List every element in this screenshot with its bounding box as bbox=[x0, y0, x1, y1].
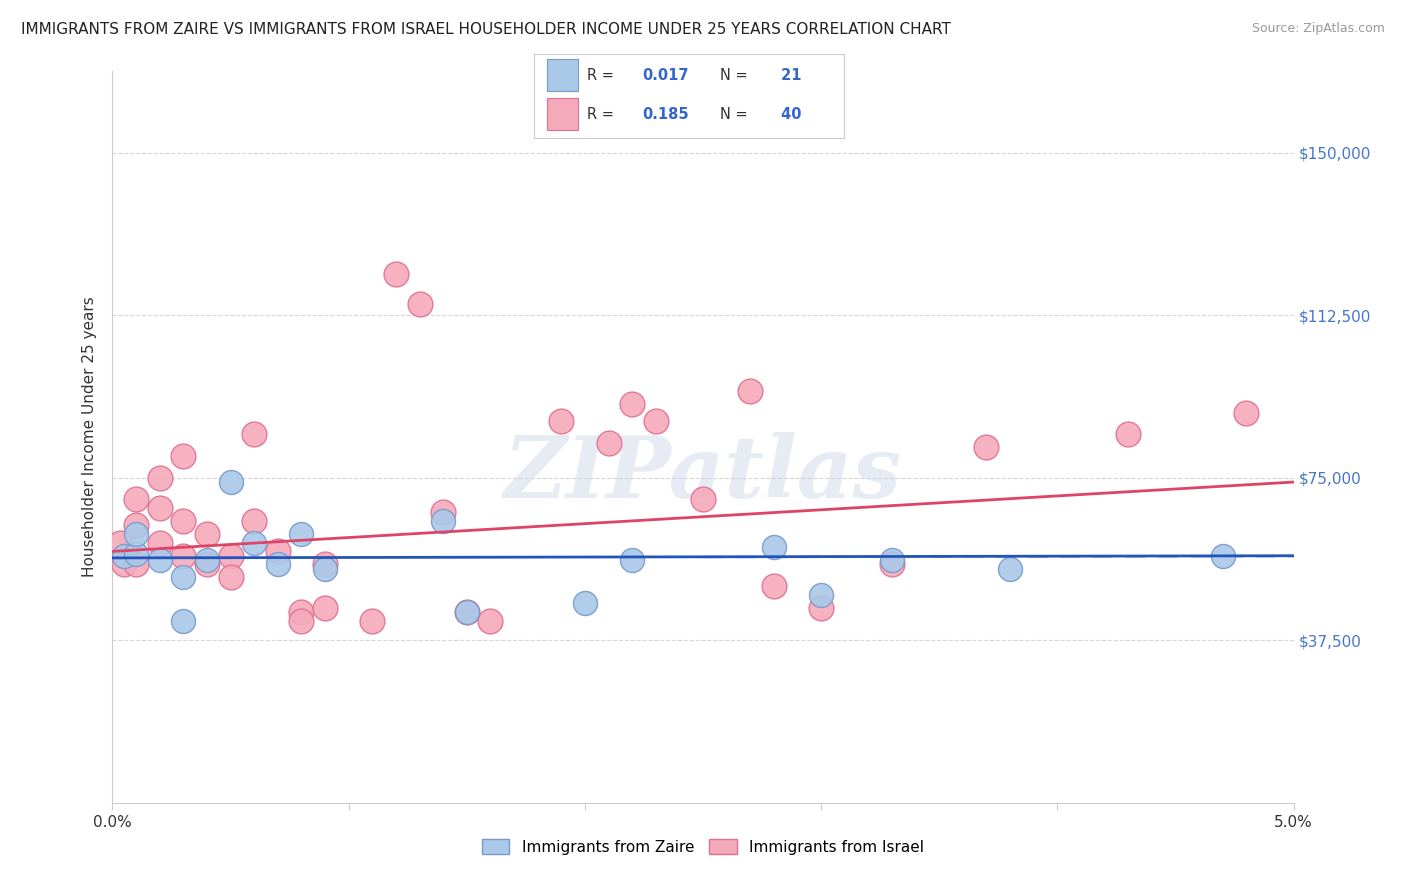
Point bbox=[479, 614, 502, 628]
Point bbox=[762, 579, 785, 593]
Point bbox=[740, 384, 762, 398]
Point bbox=[314, 600, 336, 615]
Point bbox=[172, 449, 194, 463]
Point bbox=[195, 527, 218, 541]
Text: 40: 40 bbox=[776, 107, 801, 122]
Point bbox=[810, 600, 832, 615]
Point bbox=[108, 535, 131, 549]
Point bbox=[1234, 406, 1257, 420]
Bar bbox=[547, 59, 578, 91]
Point bbox=[112, 549, 135, 563]
Text: Source: ZipAtlas.com: Source: ZipAtlas.com bbox=[1251, 22, 1385, 36]
Point bbox=[432, 514, 454, 528]
Point bbox=[456, 605, 478, 619]
Point bbox=[267, 558, 290, 572]
Point bbox=[219, 475, 242, 489]
Point bbox=[125, 558, 148, 572]
Point bbox=[432, 505, 454, 519]
Point bbox=[219, 549, 242, 563]
Text: 21: 21 bbox=[776, 68, 801, 83]
Point bbox=[125, 518, 148, 533]
Point bbox=[762, 540, 785, 554]
Point bbox=[195, 558, 218, 572]
Point bbox=[976, 441, 998, 455]
Point bbox=[314, 558, 336, 572]
Point bbox=[172, 614, 194, 628]
Point bbox=[172, 570, 194, 584]
Text: 0.017: 0.017 bbox=[643, 68, 689, 83]
Point bbox=[243, 535, 266, 549]
Text: R =: R = bbox=[586, 68, 619, 83]
Point bbox=[149, 535, 172, 549]
Point bbox=[1212, 549, 1234, 563]
Text: N =: N = bbox=[720, 107, 752, 122]
Point bbox=[385, 267, 408, 281]
Point bbox=[456, 605, 478, 619]
Text: ZIPatlas: ZIPatlas bbox=[503, 432, 903, 516]
Point bbox=[243, 427, 266, 442]
Point bbox=[1116, 427, 1139, 442]
Point bbox=[692, 492, 714, 507]
Point bbox=[195, 553, 218, 567]
Point bbox=[172, 514, 194, 528]
Point bbox=[550, 414, 572, 428]
Point bbox=[880, 553, 903, 567]
Y-axis label: Householder Income Under 25 years: Householder Income Under 25 years bbox=[82, 297, 97, 577]
Text: R =: R = bbox=[586, 107, 619, 122]
Bar bbox=[547, 97, 578, 130]
Point bbox=[149, 501, 172, 516]
Text: 0.185: 0.185 bbox=[643, 107, 689, 122]
Point bbox=[290, 527, 312, 541]
Point bbox=[621, 553, 644, 567]
Point bbox=[112, 558, 135, 572]
Text: IMMIGRANTS FROM ZAIRE VS IMMIGRANTS FROM ISRAEL HOUSEHOLDER INCOME UNDER 25 YEAR: IMMIGRANTS FROM ZAIRE VS IMMIGRANTS FROM… bbox=[21, 22, 950, 37]
Point bbox=[149, 553, 172, 567]
Point bbox=[574, 596, 596, 610]
Point bbox=[598, 436, 620, 450]
Point bbox=[361, 614, 384, 628]
Point bbox=[172, 549, 194, 563]
Point bbox=[644, 414, 666, 428]
Legend: Immigrants from Zaire, Immigrants from Israel: Immigrants from Zaire, Immigrants from I… bbox=[475, 833, 931, 861]
Point bbox=[267, 544, 290, 558]
Point bbox=[125, 492, 148, 507]
Point bbox=[408, 297, 430, 311]
Point bbox=[290, 605, 312, 619]
Point bbox=[149, 471, 172, 485]
Point bbox=[880, 558, 903, 572]
Point bbox=[125, 527, 148, 541]
Point bbox=[125, 547, 148, 561]
Point bbox=[243, 514, 266, 528]
Text: N =: N = bbox=[720, 68, 752, 83]
Point bbox=[219, 570, 242, 584]
Point bbox=[290, 614, 312, 628]
Point bbox=[998, 562, 1021, 576]
Point bbox=[810, 588, 832, 602]
Point bbox=[314, 562, 336, 576]
Point bbox=[621, 397, 644, 411]
